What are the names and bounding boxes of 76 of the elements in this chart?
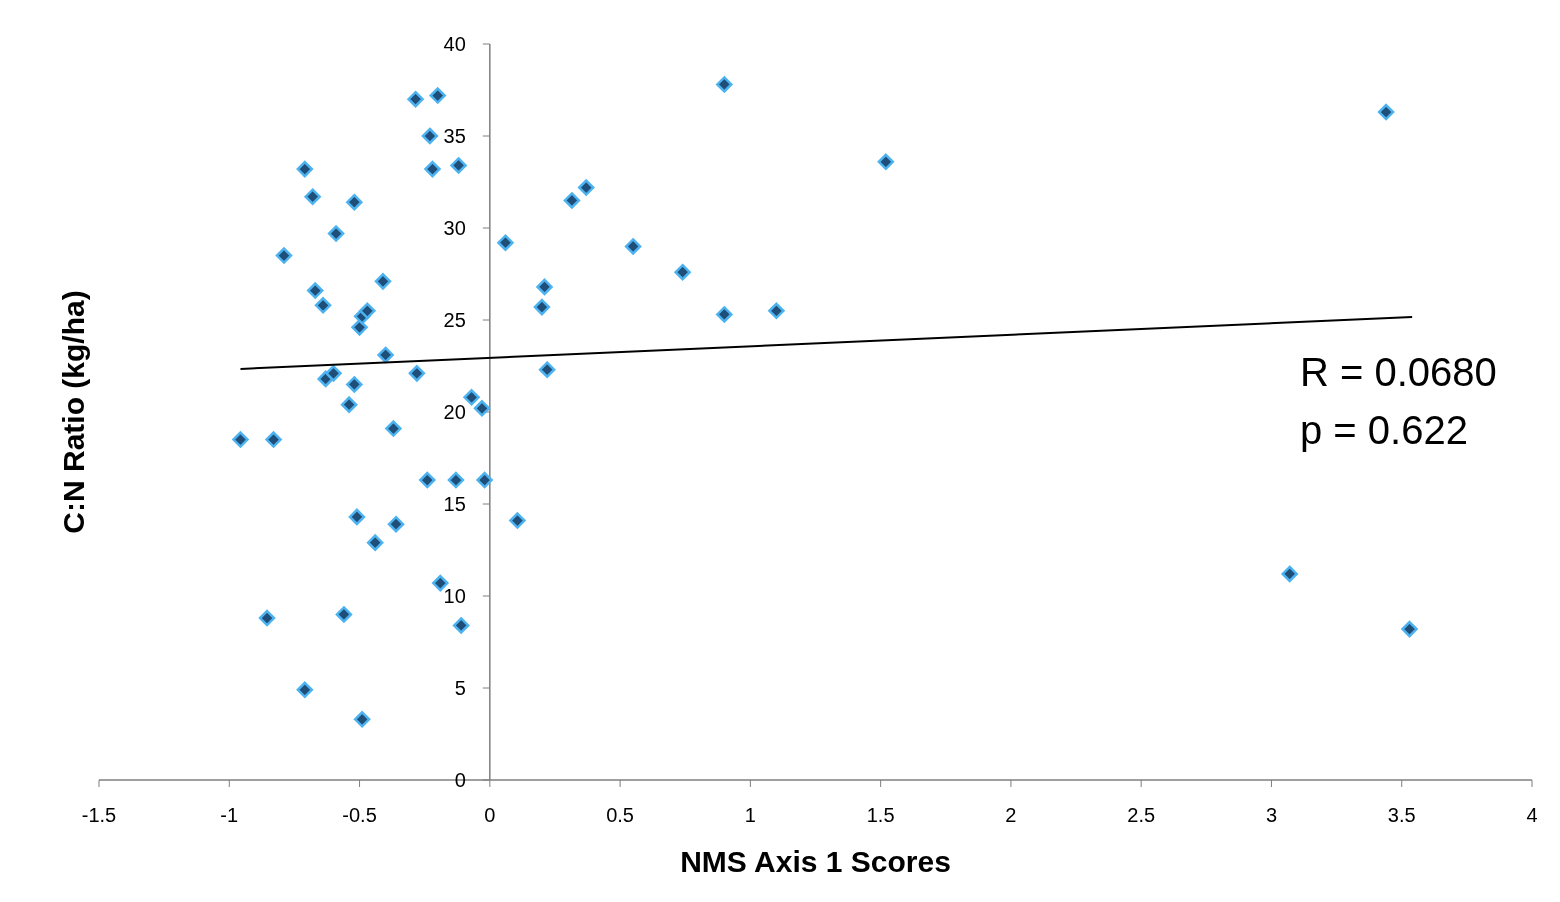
point	[577, 179, 595, 196]
point	[429, 87, 446, 104]
point	[340, 396, 358, 413]
point	[335, 606, 353, 623]
point	[407, 90, 424, 108]
point	[424, 160, 441, 178]
x-tick-label: 2.5	[1127, 804, 1156, 826]
y-tick-label: 40	[443, 33, 466, 55]
point	[296, 160, 314, 178]
point	[536, 278, 553, 296]
x-tick-label: 1.5	[866, 804, 895, 826]
point	[258, 609, 276, 627]
x-tick-label: 3	[1265, 804, 1278, 826]
annotation: R = 0.0680	[1300, 350, 1497, 394]
point	[1377, 103, 1395, 121]
x-tick-label: -1.5	[81, 804, 117, 826]
point	[366, 534, 384, 551]
y-tick-label: 20	[443, 401, 466, 423]
x-tick-label: 2	[1005, 804, 1017, 826]
point	[408, 365, 426, 382]
point	[304, 188, 321, 205]
point	[421, 127, 439, 145]
point	[346, 193, 363, 211]
point	[716, 306, 733, 323]
x-tick-label: 4	[1526, 804, 1538, 826]
x-tick-label: 0	[484, 804, 496, 826]
point	[877, 153, 895, 171]
point	[473, 400, 491, 417]
point	[387, 515, 405, 533]
point	[232, 431, 249, 448]
point	[768, 302, 785, 320]
x-axis-title: NMS Axis 1 Scores	[680, 845, 951, 878]
point	[327, 225, 345, 242]
point	[325, 365, 342, 382]
point	[314, 297, 332, 314]
point	[452, 617, 470, 634]
point	[563, 192, 581, 209]
point	[447, 471, 465, 489]
y-tick-label: 10	[443, 585, 466, 607]
point	[1281, 565, 1298, 583]
point	[359, 302, 376, 320]
point	[377, 346, 394, 364]
y-tick-label: 25	[443, 309, 466, 331]
point	[476, 471, 493, 489]
point	[296, 681, 314, 699]
point	[624, 238, 642, 255]
x-tick-label: 1	[744, 804, 756, 826]
x-tick-label: -1	[220, 804, 239, 826]
x-tick-label: -0.5	[342, 804, 377, 826]
x-tick-label: 3.5	[1387, 804, 1416, 826]
point	[1401, 620, 1418, 638]
y-tick-label: 30	[443, 217, 466, 239]
annotation: p = 0.622	[1300, 408, 1468, 452]
point	[419, 471, 436, 489]
point	[348, 508, 366, 526]
point	[497, 234, 514, 251]
point	[450, 157, 467, 174]
point	[385, 420, 402, 437]
point	[307, 282, 324, 299]
point	[463, 389, 480, 406]
point	[716, 76, 733, 93]
point	[538, 361, 556, 378]
x-tick-label: 0.5	[606, 804, 634, 826]
point	[374, 273, 392, 290]
y-tick-label: 5	[454, 677, 466, 699]
point	[533, 298, 551, 316]
point	[275, 247, 293, 264]
point	[346, 376, 363, 393]
point	[265, 431, 282, 448]
y-tick-label: 0	[454, 769, 466, 791]
point	[674, 263, 691, 281]
y-tick-label: 35	[443, 125, 466, 147]
y-axis-title: C:N Ratio (kg/ha)	[57, 290, 90, 534]
point	[509, 512, 526, 529]
y-tick-label: 15	[443, 493, 466, 515]
point	[353, 711, 371, 728]
